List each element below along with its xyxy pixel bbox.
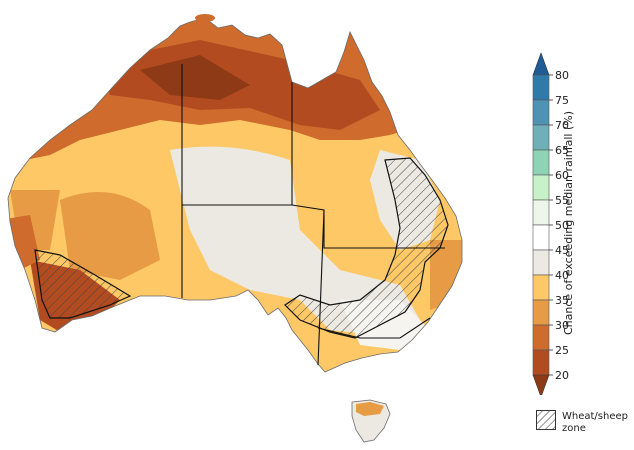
orange-region-wa-south [60, 192, 160, 280]
legend-bin-25-30 [532, 324, 550, 351]
legend-tick-label: 75 [555, 94, 569, 107]
legend-bin-35-40 [532, 274, 550, 301]
legend-colorbar [532, 52, 550, 395]
neutral-region-central [170, 146, 420, 335]
legend-over-arrow [532, 52, 550, 76]
legend-bin-40-45 [532, 249, 550, 276]
legend-bin-75-80 [532, 74, 550, 101]
wheat-sheep-label-line2: zone [562, 423, 586, 434]
wheat-sheep-label-line1: Wheat/sheep [562, 411, 628, 422]
wheat-sheep-zone-wa [35, 250, 130, 318]
legend-bin-55-60 [532, 174, 550, 201]
legend-tick-label: 20 [555, 369, 569, 382]
legend-ticks: 80 75 70 65 60 55 50 45 40 35 30 25 20 [549, 69, 569, 382]
border-nsw-vic [317, 317, 431, 339]
mainland-coastline [7, 17, 463, 373]
rainfall-outlook-map [7, 14, 463, 443]
legend-under-arrow [532, 374, 550, 395]
wheat-sheep-zone-outlines [34, 157, 449, 339]
legend: 80 75 70 65 60 55 50 45 40 35 30 25 20 Chance of exc… [532, 52, 575, 395]
legend-tick-label: 35 [555, 294, 569, 307]
legend-bin-20-25 [532, 349, 550, 376]
kangaroo-island [272, 297, 284, 303]
legend-tick-label: 60 [555, 169, 569, 182]
legend-tick-label: 55 [555, 194, 569, 207]
border-qld-nsw [291, 204, 445, 249]
legend-tick-label: 40 [555, 269, 569, 282]
legend-tick-label: 80 [555, 69, 569, 82]
north-region-below-20 [140, 55, 250, 100]
border-sa-vic [317, 209, 325, 366]
legend-bin-60-65 [532, 149, 550, 176]
legend-tick-label: 70 [555, 119, 569, 132]
legend-bin-65-70 [532, 124, 550, 151]
legend-tick-label: 50 [555, 219, 569, 232]
legend-tick-label: 30 [555, 319, 569, 332]
wheat-sheep-zone-east [285, 158, 448, 338]
legend-bin-70-75 [532, 99, 550, 126]
legend-bin-45-50 [532, 224, 550, 251]
legend-title: Chance of exceeding median rainfall (%) [562, 111, 575, 335]
legend-tick-label: 25 [555, 344, 569, 357]
legend-bin-50-55 [532, 199, 550, 226]
legend-tick-label: 65 [555, 144, 569, 157]
wheat-sheep-swatch [536, 410, 556, 430]
legend-tick-label: 45 [555, 244, 569, 257]
tasmania [351, 399, 391, 443]
island-north [195, 14, 215, 22]
legend-bin-30-35 [532, 299, 550, 326]
state-borders [181, 64, 445, 366]
